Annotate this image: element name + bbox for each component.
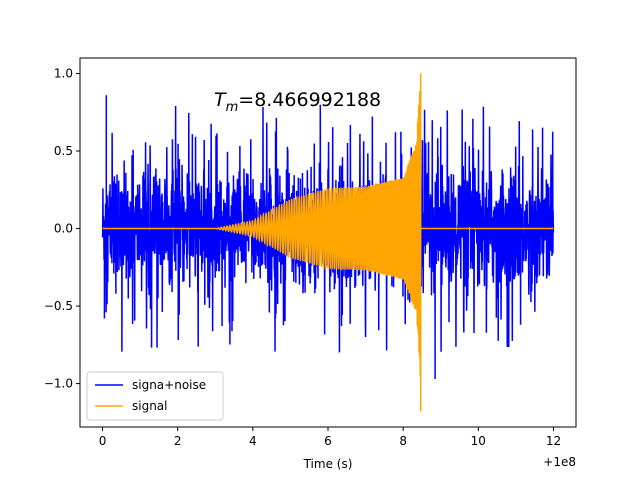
y-tick-label: −0.5	[44, 299, 73, 313]
series-line-signal-noise	[101, 95, 555, 379]
y-tick-label: 1.0	[54, 67, 73, 81]
y-tick-label: 0.5	[54, 144, 73, 158]
legend-label-signal: signal	[132, 399, 168, 413]
x-axis: 0 2 4 6 8 10 12	[99, 427, 561, 448]
legend: signa+noise signal	[86, 371, 224, 421]
x-tick-label: 8	[399, 434, 407, 448]
y-tick-label: −1.0	[44, 377, 73, 391]
x-tick-label: 0	[99, 434, 107, 448]
x-tick-label: 12	[546, 434, 561, 448]
y-tick-label: 0.0	[54, 222, 73, 236]
x-tick-label: 6	[324, 434, 332, 448]
x-tick-label: 4	[249, 434, 257, 448]
annotation-value: =8.466992188	[238, 89, 381, 111]
y-axis: −1.0 −0.5 0.0 0.5 1.0	[44, 67, 80, 391]
annotation-subscript: m	[226, 100, 239, 115]
merger-time-annotation: Tm=8.466992188	[214, 89, 381, 115]
annotation-symbol: T	[214, 89, 227, 111]
x-tick-label: 2	[174, 434, 182, 448]
legend-label-signal-noise: signa+noise	[132, 378, 206, 392]
series-layer	[101, 73, 555, 412]
x-tick-label: 10	[471, 434, 486, 448]
series-line-signal	[102, 73, 554, 412]
x-axis-label: Time (s)	[303, 457, 353, 471]
x-axis-offset-label: +1e8	[543, 455, 576, 469]
legend-box	[86, 371, 224, 421]
